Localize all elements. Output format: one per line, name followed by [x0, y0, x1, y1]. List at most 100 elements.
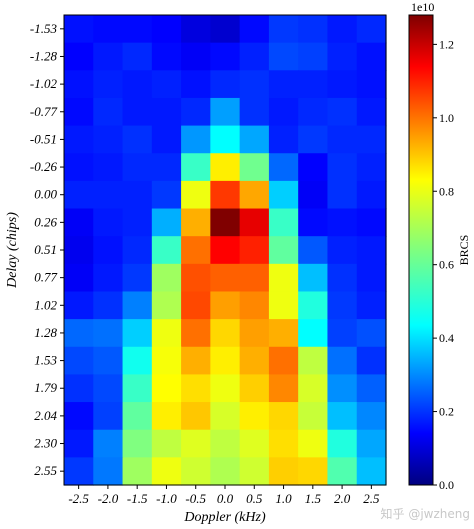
heatmap-cell [122, 97, 153, 127]
heatmap-cell [93, 236, 124, 265]
heatmap-cell [151, 180, 182, 210]
y-tick-label: -1.02 [30, 76, 58, 91]
heatmap-cell [93, 15, 124, 44]
heatmap-cell [151, 457, 182, 486]
heatmap-cell [268, 70, 299, 99]
y-axis-ticks: -1.53 -1.28 -1.02 -0.77 -0.51 -0.26 0.00 0.26 0.… [30, 21, 64, 478]
heatmap-cell [356, 457, 387, 486]
heatmap-cell [239, 374, 270, 403]
heatmap-cell [210, 346, 241, 376]
heatmap-cell [181, 153, 211, 182]
heatmap-cell [151, 125, 182, 154]
heatmap-cell [151, 97, 182, 127]
heatmap-cell [268, 208, 299, 237]
heatmap-cell [327, 125, 358, 154]
heatmap-cell [327, 263, 358, 293]
heatmap-cell [356, 208, 387, 237]
heatmap-cell [268, 236, 299, 265]
heatmap-cell [64, 70, 94, 99]
heatmap-cell [239, 346, 270, 376]
heatmap-cell [93, 125, 124, 154]
heatmap-cell [93, 208, 124, 237]
colorbar-tick-label: 0.2 [439, 405, 454, 419]
colorbar-tick-label: 0.6 [439, 258, 454, 272]
heatmap-cell [122, 374, 153, 403]
heatmap-cell [122, 457, 153, 486]
heatmap-cell [181, 125, 211, 154]
heatmap-cell [122, 70, 153, 99]
heatmap-cell [268, 319, 299, 348]
watermark: 知乎 @jwzheng [381, 507, 470, 521]
heatmap-cell [356, 125, 387, 154]
heatmap-cell [298, 402, 329, 431]
heatmap-cell [181, 70, 211, 99]
heatmap-cell [327, 429, 358, 458]
colorbar-ticks: 0.0 0.2 0.4 0.6 0.8 1.0 1.2 [433, 37, 454, 492]
heatmap-cell [239, 208, 270, 237]
heatmap-cell [298, 42, 329, 71]
heatmap-cell [268, 42, 299, 71]
colorbar-tick-label: 1.2 [439, 37, 454, 51]
heatmap-cell [151, 70, 182, 99]
heatmap-cell [210, 153, 241, 182]
heatmap-cell [210, 70, 241, 99]
heatmap-cell [210, 402, 241, 431]
y-tick-label: -0.51 [30, 131, 57, 146]
heatmap-cell [210, 429, 241, 458]
heatmap-cell [122, 402, 153, 431]
heatmap-cell [356, 42, 387, 71]
heatmap-cell [298, 346, 329, 376]
heatmap-cell [64, 236, 94, 265]
heatmap-cell [122, 15, 153, 44]
heatmap-cell [181, 97, 211, 127]
heatmap-cell [298, 180, 329, 210]
y-tick-label: 1.79 [34, 380, 57, 395]
heatmap-cell [298, 374, 329, 403]
colorbar [408, 14, 434, 486]
colorbar-tick-label: 0.0 [439, 478, 454, 492]
heatmap-cell [210, 291, 241, 320]
colorbar-label: BRCS [457, 235, 471, 266]
heatmap-cell [268, 402, 299, 431]
heatmap-cell [64, 374, 94, 403]
heatmap-cell [151, 429, 182, 458]
heatmap-cell [327, 153, 358, 182]
heatmap-cell [151, 153, 182, 182]
heatmap-cell [356, 70, 387, 99]
heatmap-cell [64, 319, 94, 348]
heatmap-cell [210, 125, 241, 154]
heatmap-cell [356, 236, 387, 265]
heatmap-cell [210, 374, 241, 403]
heatmap-cell [151, 15, 182, 44]
heatmap-cell [356, 15, 387, 44]
y-tick-label: 0.77 [34, 270, 57, 285]
heatmap-cell [356, 319, 387, 348]
heatmap-cell [210, 208, 241, 237]
heatmap-cell [151, 374, 182, 403]
heatmap-cell [239, 236, 270, 265]
heatmap-cell [327, 319, 358, 348]
heatmap-cell [327, 15, 358, 44]
heatmap-frame [63, 14, 387, 486]
heatmap-cell [181, 402, 211, 431]
heatmap-cell [298, 319, 329, 348]
heatmap-cell [298, 457, 329, 486]
y-tick-label: 1.53 [34, 353, 57, 368]
heatmap-cell [151, 346, 182, 376]
x-axis-ticks: -2.5 -2.0 -1.5 -1.0 -0.5 0.0 0.5 1.0 1.5 2.0 2.5 [68, 485, 380, 506]
heatmap-cell [122, 180, 153, 210]
heatmap-cell [151, 208, 182, 237]
heatmap-cell [239, 319, 270, 348]
heatmap-cell [122, 42, 153, 71]
heatmap-cell [64, 346, 94, 376]
heatmap-cell [181, 374, 211, 403]
heatmap-cell [64, 429, 94, 458]
heatmap-cell [93, 402, 124, 431]
heatmap-cell [93, 457, 124, 486]
heatmap-cell [64, 402, 94, 431]
y-tick-label: 1.02 [34, 297, 57, 312]
heatmap-cell [327, 402, 358, 431]
x-tick-label: 0.5 [246, 491, 263, 506]
y-axis-label: Delay (chips) [5, 212, 20, 289]
heatmap-cell [93, 346, 124, 376]
